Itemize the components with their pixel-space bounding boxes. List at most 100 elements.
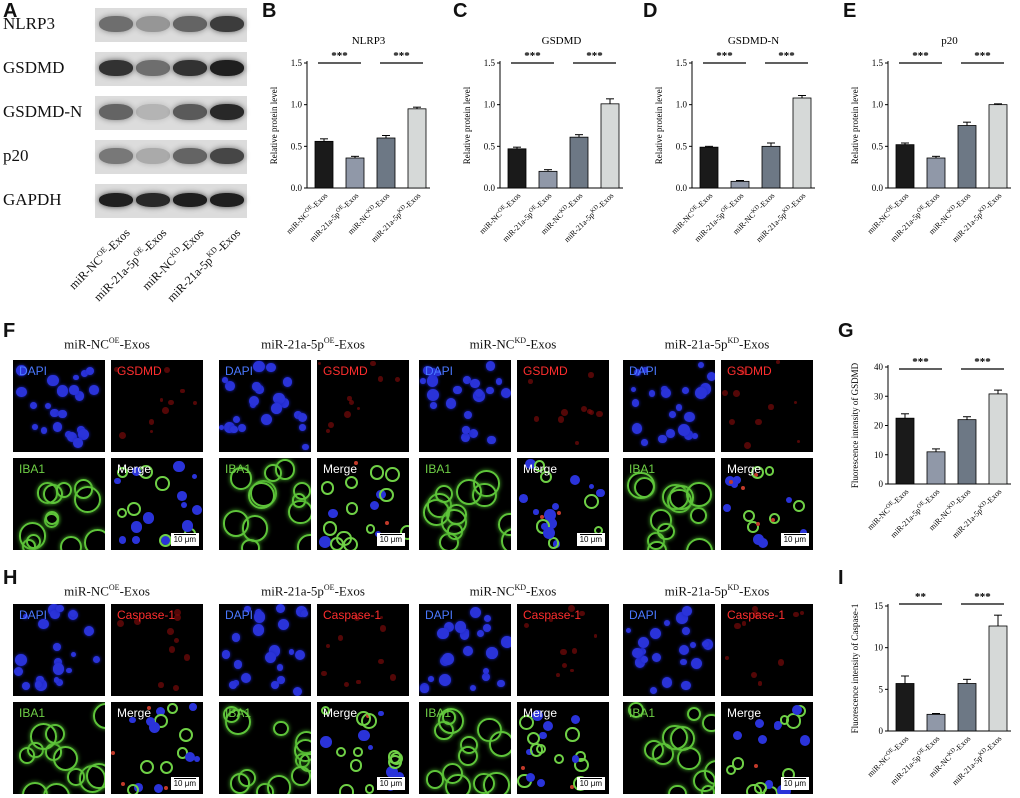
cell-signal xyxy=(116,466,129,478)
cell-signal xyxy=(189,703,198,711)
cell-signal xyxy=(634,657,645,668)
cell-signal xyxy=(356,711,371,727)
panel-letter-a: A xyxy=(3,0,18,22)
cell-signal xyxy=(223,421,236,434)
cell-signal xyxy=(666,429,675,438)
micrograph-label: GSDMD xyxy=(117,364,162,378)
cell-signal xyxy=(423,366,432,375)
cell-signal xyxy=(693,769,715,793)
cell-signal xyxy=(518,714,534,730)
cell-signal xyxy=(92,655,101,664)
cell-signal xyxy=(244,605,251,613)
cell-signal xyxy=(353,460,358,465)
cell-signal xyxy=(588,372,594,378)
micrograph-dapi: DAPI xyxy=(623,360,715,452)
cell-signal xyxy=(756,522,761,527)
cell-signal xyxy=(77,428,89,440)
cell-signal xyxy=(88,384,99,395)
cell-signal xyxy=(476,630,484,638)
cell-signal xyxy=(647,540,667,550)
cell-signal xyxy=(487,436,496,445)
cell-signal xyxy=(34,681,42,689)
micrograph-label: DAPI xyxy=(425,608,454,622)
cell-signal xyxy=(55,482,72,499)
y-axis-label: Relative protein level xyxy=(850,86,860,164)
blot-image xyxy=(95,52,247,86)
cell-signal xyxy=(168,399,175,406)
cell-signal xyxy=(347,396,352,401)
micrograph-label: DAPI xyxy=(19,608,48,622)
cell-signal xyxy=(682,606,692,616)
cell-signal xyxy=(539,731,547,739)
cell-signal xyxy=(168,646,176,653)
blot-band xyxy=(99,148,133,164)
cell-signal xyxy=(385,521,390,526)
blot-row-label: NLRP3 xyxy=(3,14,55,33)
cell-signal xyxy=(560,648,567,655)
cell-signal xyxy=(120,782,125,787)
cell-signal xyxy=(540,470,553,483)
y-tick-label: 30 xyxy=(874,391,884,401)
cell-signal xyxy=(271,403,282,414)
cell-signal xyxy=(353,747,363,757)
micrograph-iba1: IBA1 xyxy=(623,458,715,550)
cell-signal xyxy=(725,655,730,660)
chart-gsdmd-fluorescence: Fluorescence intensity of GSDMD 0 10 20 30 40… xyxy=(850,356,1011,540)
micrograph-caspase-1: Caspase-1 xyxy=(721,604,813,696)
cell-signal xyxy=(56,604,64,612)
cell-signal xyxy=(630,386,636,392)
cell-signal xyxy=(81,369,89,377)
blot-band xyxy=(136,193,170,207)
cell-signal xyxy=(173,460,186,473)
cell-signal xyxy=(282,377,293,387)
cell-signal xyxy=(321,481,335,495)
panel-letter-g: G xyxy=(838,320,854,342)
cell-signal xyxy=(483,615,491,623)
cell-signal xyxy=(726,765,737,776)
cell-signal xyxy=(191,474,197,480)
cell-signal xyxy=(456,478,483,505)
cell-signal xyxy=(561,409,568,416)
cell-signal xyxy=(701,713,715,733)
cell-signal xyxy=(52,745,78,771)
cell-signal xyxy=(30,402,38,410)
cell-signal xyxy=(192,400,197,405)
blot-row-label: GSDMD xyxy=(3,58,65,77)
significance-label: *** xyxy=(524,50,541,62)
cell-signal xyxy=(469,607,482,619)
micrograph-merge: Merge 10 μm xyxy=(517,458,609,550)
cell-signal xyxy=(293,686,303,696)
cell-signal xyxy=(556,672,560,677)
cell-signal xyxy=(238,424,247,433)
cell-signal xyxy=(427,389,440,402)
y-axis-label: Fluorescence intensity of GSDMD xyxy=(850,362,860,488)
bar xyxy=(761,145,781,189)
cell-signal xyxy=(651,653,661,663)
if-group-title: miR-NCKD-Exos xyxy=(469,583,557,599)
cell-signal xyxy=(264,652,276,664)
cell-signal xyxy=(73,438,84,448)
cell-signal xyxy=(45,511,60,526)
y-axis-label: Relative protein level xyxy=(654,86,664,164)
cell-signal xyxy=(127,502,141,516)
cell-signal xyxy=(661,388,672,399)
cell-signal xyxy=(222,705,241,724)
cell-signal xyxy=(50,610,60,620)
cell-signal xyxy=(297,534,311,550)
cell-signal xyxy=(792,500,805,513)
bar xyxy=(600,103,620,189)
cell-signal xyxy=(74,391,85,401)
y-tick-label: 1.5 xyxy=(484,58,496,68)
cell-signal xyxy=(252,624,265,636)
micrograph-label: IBA1 xyxy=(225,462,252,476)
cell-signal xyxy=(799,610,804,616)
cell-signal xyxy=(682,386,690,394)
y-tick-label: 10 xyxy=(874,643,884,653)
y-tick-label: 15 xyxy=(874,601,884,611)
cell-signal xyxy=(365,524,376,534)
blot-band xyxy=(210,104,244,120)
cell-signal xyxy=(430,402,437,409)
if-group-title: miR-21a-5pOE-Exos xyxy=(261,583,365,599)
cell-signal xyxy=(48,604,60,616)
cell-signal xyxy=(359,732,368,741)
